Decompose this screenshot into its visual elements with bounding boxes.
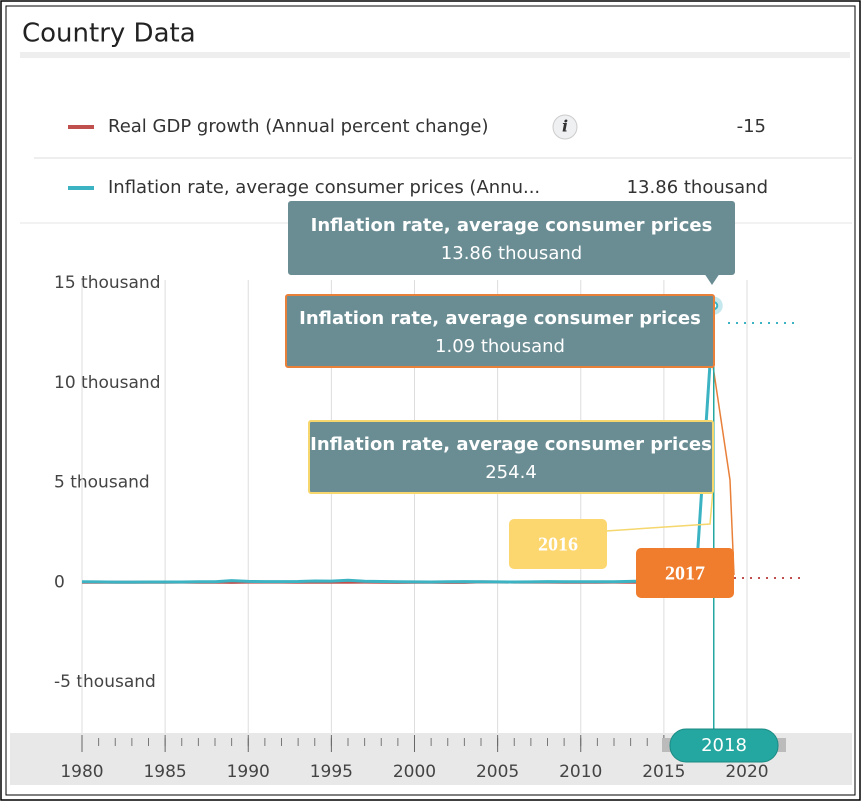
year-annotation: [509, 519, 607, 569]
slider-handle-stub[interactable]: [662, 738, 672, 752]
y-tick-label: 0: [54, 572, 65, 592]
tooltip-value: 13.86 thousand: [441, 243, 582, 264]
tooltip-value: 1.09 thousand: [435, 336, 565, 357]
tooltip-title: Inflation rate, average consumer prices: [311, 215, 713, 236]
x-tick-label: 1995: [310, 762, 353, 782]
panel-title: Country Data: [22, 19, 196, 49]
year-slider[interactable]: [669, 728, 779, 763]
year-annotation-label: 2016: [538, 534, 578, 556]
plot: [81, 305, 716, 585]
year-slider-label[interactable]: 2018: [701, 735, 747, 756]
tooltip: [285, 294, 715, 368]
x-tick-label: 2020: [725, 762, 768, 782]
legend-label: Real GDP growth (Annual percent change): [108, 116, 489, 137]
series-line: [81, 305, 716, 584]
tooltip: [308, 420, 714, 494]
y-tick-label: 15 thousand: [54, 273, 161, 293]
info-icon[interactable]: [552, 114, 578, 140]
x-tick-label: 2015: [642, 762, 685, 782]
legend-label: Inflation rate, average consumer prices …: [108, 177, 540, 198]
tooltip-title: Inflation rate, average consumer prices: [299, 308, 701, 329]
year-annotation-label: 2017: [665, 563, 705, 585]
legend-value: 13.86 thousand: [627, 177, 768, 198]
tooltip-pointer: [704, 273, 720, 285]
tooltip-title: Inflation rate, average consumer prices: [310, 434, 712, 455]
x-tick-label: 1985: [143, 762, 186, 782]
x-tick-label: 2005: [476, 762, 519, 782]
overlays: Real GDP growth (Annual percent change) -…: [68, 114, 786, 763]
x-tick-label: 1980: [60, 762, 103, 782]
grid: -5 thousand 0 5 thousand 10 thousand 15 thou…: [54, 273, 769, 782]
x-tick-label: 1990: [227, 762, 270, 782]
title-rule: [20, 52, 850, 58]
inner-border: [5, 5, 856, 796]
tooltip-value: 254.4: [485, 462, 537, 483]
info-icon-label[interactable]: i: [562, 117, 568, 136]
y-tick-label: 10 thousand: [54, 373, 161, 393]
legend-swatch: [68, 125, 94, 129]
tooltip: [288, 201, 735, 275]
slider-handle-stub[interactable]: [776, 738, 786, 752]
y-tick-label: -5 thousand: [54, 672, 156, 692]
connector: [712, 365, 735, 576]
x-tick-label: 2000: [393, 762, 436, 782]
connector: [605, 489, 714, 532]
y-tick-label: 5 thousand: [54, 473, 150, 493]
year-annotation: [636, 548, 734, 598]
x-tick-label: 2010: [559, 762, 602, 782]
legend-swatch: [68, 186, 94, 190]
legend-value: -15: [737, 116, 766, 137]
